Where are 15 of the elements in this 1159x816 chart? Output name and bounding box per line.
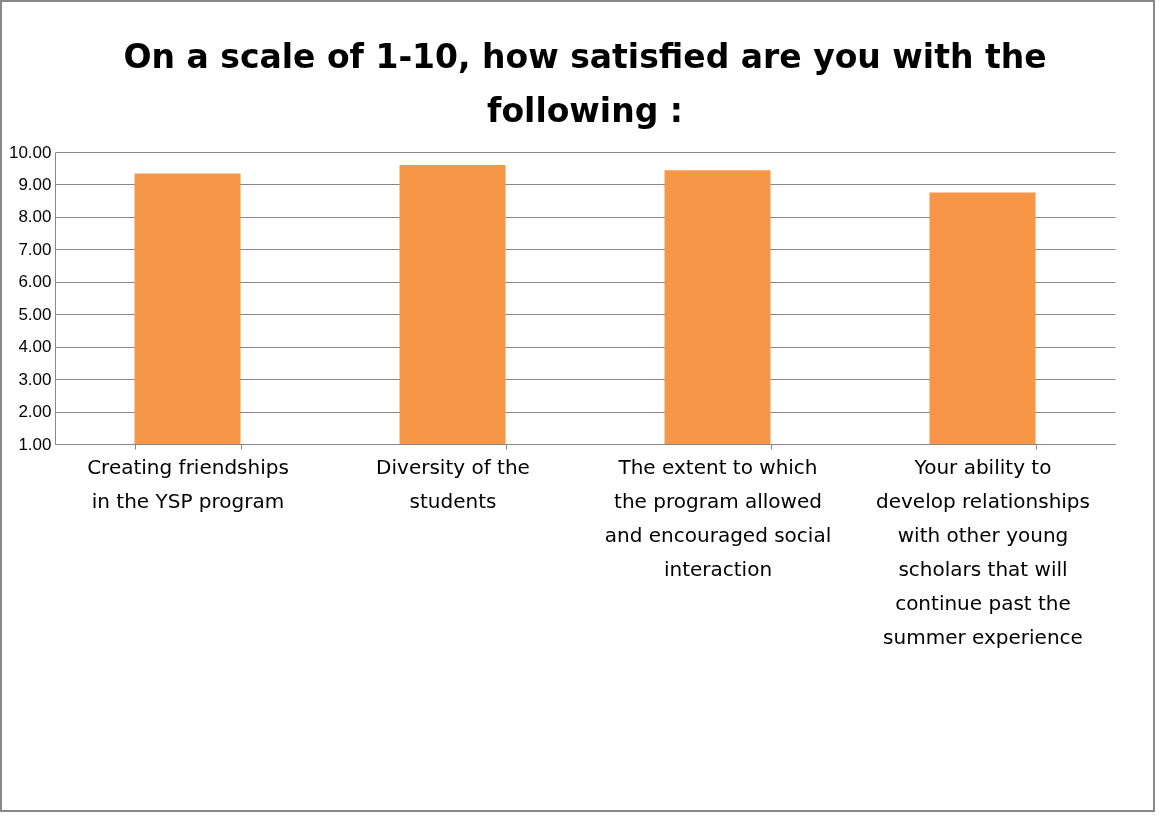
- y-tick-label: 10.00: [8, 142, 52, 162]
- y-tick-label: 3.00: [18, 369, 52, 389]
- y-tick-label: 2.00: [18, 402, 52, 422]
- x-tick-label: The extent to which the program allowed and encouraged social interaction: [604, 454, 832, 581]
- chart-title: On a scale of 1-10, how satisfied are you with the following :: [123, 37, 1047, 130]
- y-tick-label: 5.00: [18, 304, 52, 324]
- y-tick-label: 8.00: [18, 207, 52, 227]
- x-tick-label: Diversity of the students: [376, 454, 530, 513]
- y-tick-label: 6.00: [18, 272, 52, 292]
- y-tick-label: 1.00: [18, 434, 52, 454]
- y-tick-label: 9.00: [18, 174, 52, 194]
- x-tick-label: Creating friendships in the YSP program: [87, 454, 289, 513]
- y-tick-label: 7.00: [18, 239, 52, 259]
- y-tick-label: 4.00: [18, 337, 52, 357]
- x-tick-label: Your ability to develop relationships with other young scholars that will continue past the summer experience: [876, 454, 1090, 649]
